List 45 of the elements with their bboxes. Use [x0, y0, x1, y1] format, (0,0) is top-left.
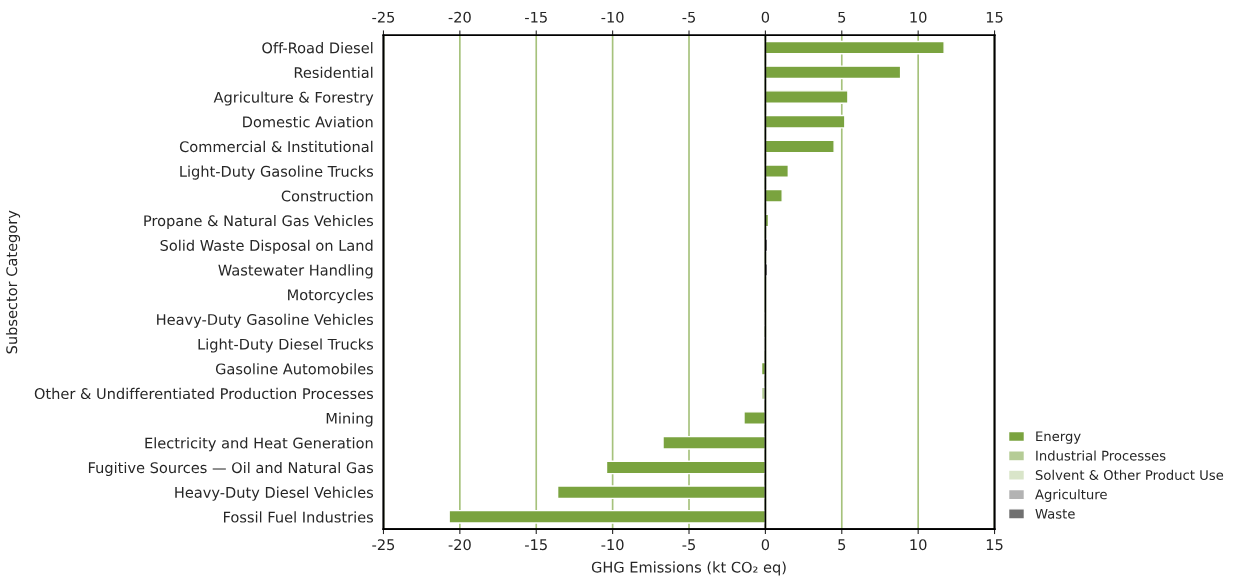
y-tick-label: Fossil Fuel Industries [224, 511, 374, 523]
legend-label: Waste [1035, 508, 1075, 519]
y-tick-label: Light-Duty Gasoline Trucks [180, 165, 374, 180]
y-tick-label: Domestic Aviation [243, 116, 373, 128]
x-axis-title: GHG Emissions (kt CO₂ eq) [591, 561, 786, 576]
x-tick-label: 10 [910, 539, 927, 551]
legend-label: Agriculture [1035, 489, 1107, 502]
y-tick-label: Motorcycles [288, 289, 374, 304]
y-tick-label: Heavy-Duty Gasoline Vehicles [157, 313, 374, 328]
x2-tick-label: 10 [910, 11, 927, 23]
x2-tick-label: -10 [601, 11, 624, 23]
y-tick-label: Construction [281, 190, 373, 202]
x2-tick-label: -25 [372, 11, 395, 23]
legend-label: Industrial Processes [1036, 450, 1166, 461]
y-tick-label: Commercial & Institutional [179, 140, 373, 153]
y-tick-label: Wastewater Handling [218, 264, 373, 279]
y-tick-label: Off-Road Diesel [262, 42, 373, 54]
y-tick-label: Solid Waste Disposal on Land [160, 239, 373, 254]
legend-label: Solvent & Other Product Use [1035, 469, 1224, 480]
x2-tick-label: -5 [682, 11, 696, 23]
y-tick-label: Other & Undifferentiated Production Processes [34, 387, 374, 400]
y-tick-label: Propane & Natural Gas Vehicles [144, 214, 374, 230]
x-tick-label: 5 [838, 539, 846, 551]
y-tick-label: Light-Duty Diesel Trucks [198, 338, 374, 353]
x2-tick-label: -20 [448, 11, 471, 23]
y-axis-title: Subsector Category [5, 210, 21, 354]
x-tick-label: -25 [372, 539, 395, 551]
x2-tick-label: -15 [525, 11, 547, 23]
y-tick-label: Residential [294, 66, 373, 79]
x2-tick-label: 0 [761, 11, 770, 23]
x-tick-label: -10 [601, 539, 624, 551]
y-tick-label: Electricity and Heat Generation [145, 437, 373, 452]
x-tick-label: 0 [761, 539, 770, 551]
x-tick-label: -20 [448, 539, 471, 551]
y-tick-label: Agriculture & Forestry [213, 91, 374, 106]
x-tick-label: 15 [986, 539, 1003, 551]
x2-tick-label: 15 [986, 11, 1003, 23]
legend-label: Energy [1036, 431, 1081, 444]
y-tick-label: Heavy-Duty Diesel Vehicles [175, 486, 374, 501]
x-tick-label: -5 [682, 539, 696, 551]
y-tick-label: Mining [326, 412, 373, 427]
y-tick-label: Fugitive Sources — Oil and Natural Gas [88, 461, 374, 477]
x2-tick-label: 5 [838, 11, 846, 23]
y-tick-label: Gasoline Automobiles [215, 363, 374, 375]
x-tick-label: -15 [525, 539, 547, 551]
